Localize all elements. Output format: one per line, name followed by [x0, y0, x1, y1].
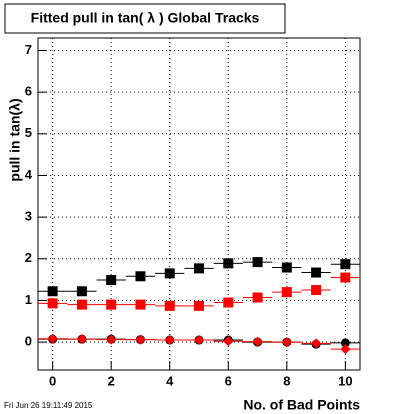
y-tick-label: 0	[25, 334, 32, 349]
marker-square	[311, 267, 322, 278]
plot-frame	[37, 37, 361, 371]
y-tick-label: 6	[25, 84, 32, 99]
x-tick-label: 2	[108, 373, 115, 388]
marker-diamond	[281, 337, 292, 348]
marker-diamond	[194, 335, 204, 346]
x-tick-label: 4	[166, 373, 174, 388]
marker-square	[223, 297, 234, 308]
marker-square	[76, 299, 87, 310]
marker-square	[340, 272, 351, 283]
marker-square	[311, 285, 322, 296]
marker-square	[47, 286, 58, 297]
marker-square	[281, 262, 292, 273]
marker-diamond	[340, 344, 351, 355]
x-tick-label: 10	[338, 373, 352, 388]
y-tick-label: 2	[25, 250, 32, 265]
marker-diamond	[311, 338, 322, 349]
footer-date: Fri Jun 26 19:11:49 2015	[4, 401, 93, 410]
marker-diamond	[76, 334, 87, 345]
y-tick-label: 3	[25, 209, 32, 224]
marker-square	[252, 257, 263, 268]
marker-square	[135, 299, 146, 310]
marker-square	[135, 271, 146, 282]
chart-title: Fitted pull in tan( λ ) Global Tracks	[31, 10, 260, 26]
marker-square	[47, 298, 58, 309]
x-tick-label: 8	[283, 373, 290, 388]
y-tick-label: 5	[25, 125, 32, 140]
marker-square	[194, 300, 204, 311]
marker-square	[106, 275, 117, 286]
marker-diamond	[223, 336, 234, 347]
marker-square	[281, 287, 292, 298]
marker-diamond	[135, 334, 146, 345]
marker-square	[76, 286, 87, 297]
y-tick-label: 1	[25, 292, 32, 307]
y-axis-label: pull in tan(λ)	[7, 98, 23, 181]
x-tick-label: 0	[49, 373, 56, 388]
marker-diamond	[106, 334, 117, 345]
marker-circle	[340, 338, 350, 348]
y-tick-label: 7	[25, 42, 32, 57]
marker-square	[164, 300, 175, 311]
marker-square	[164, 268, 175, 279]
marker-square	[194, 263, 204, 274]
marker-diamond	[252, 336, 263, 347]
marker-square	[106, 299, 117, 310]
x-tick-label: 6	[225, 373, 232, 388]
marker-square	[340, 259, 351, 270]
marker-diamond	[164, 335, 175, 346]
marker-diamond	[47, 333, 58, 344]
marker-square	[223, 258, 234, 269]
marker-square	[252, 292, 263, 303]
title-box	[4, 3, 286, 34]
x-axis-label: No. of Bad Points	[243, 397, 360, 413]
y-tick-label: 4	[25, 167, 33, 182]
